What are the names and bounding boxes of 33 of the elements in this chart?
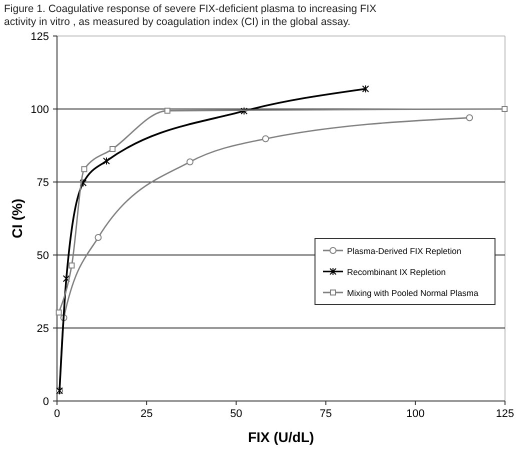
point xyxy=(62,274,70,283)
y-tick-label: 100 xyxy=(30,104,49,116)
point xyxy=(81,166,88,172)
point xyxy=(164,108,170,114)
point xyxy=(56,310,62,316)
y-axis-title: CI (%) xyxy=(9,198,25,238)
point xyxy=(102,156,110,165)
x-tick-label: 100 xyxy=(406,408,425,420)
point xyxy=(68,262,75,269)
point xyxy=(466,114,474,122)
y-tick-label: 0 xyxy=(42,396,49,408)
point xyxy=(502,106,508,112)
chart-title: Figure 1. Coagulative response of severe FIX-deficient plasma to increasing FIX activity in vitro , as measured by coagulation index (CI) in the global assay. xyxy=(4,3,376,28)
x-tick-label: 125 xyxy=(496,408,514,420)
x-tick-label: 50 xyxy=(230,408,242,420)
point xyxy=(110,146,116,152)
point xyxy=(262,135,270,142)
x-tick-label: 25 xyxy=(140,408,153,420)
y-tick-label: 75 xyxy=(36,177,49,189)
point xyxy=(80,178,87,187)
x-tick-label: 0 xyxy=(54,408,60,420)
point xyxy=(186,158,194,166)
x-axis-title: FIX (U/dL) xyxy=(248,429,314,445)
legend-label: Plasma-Derived FIX Repletion xyxy=(347,246,462,256)
point xyxy=(362,84,370,93)
legend-label: Recombinant IX Repletion xyxy=(347,267,446,277)
y-tick-label: 25 xyxy=(36,323,49,335)
point xyxy=(240,107,248,116)
y-tick-label: 50 xyxy=(36,250,49,262)
y-tick-label: 125 xyxy=(30,31,49,43)
point xyxy=(94,234,102,241)
x-tick-label: 75 xyxy=(320,408,332,420)
legend-label: Mixing with Pooled Normal Plasma xyxy=(347,288,479,298)
